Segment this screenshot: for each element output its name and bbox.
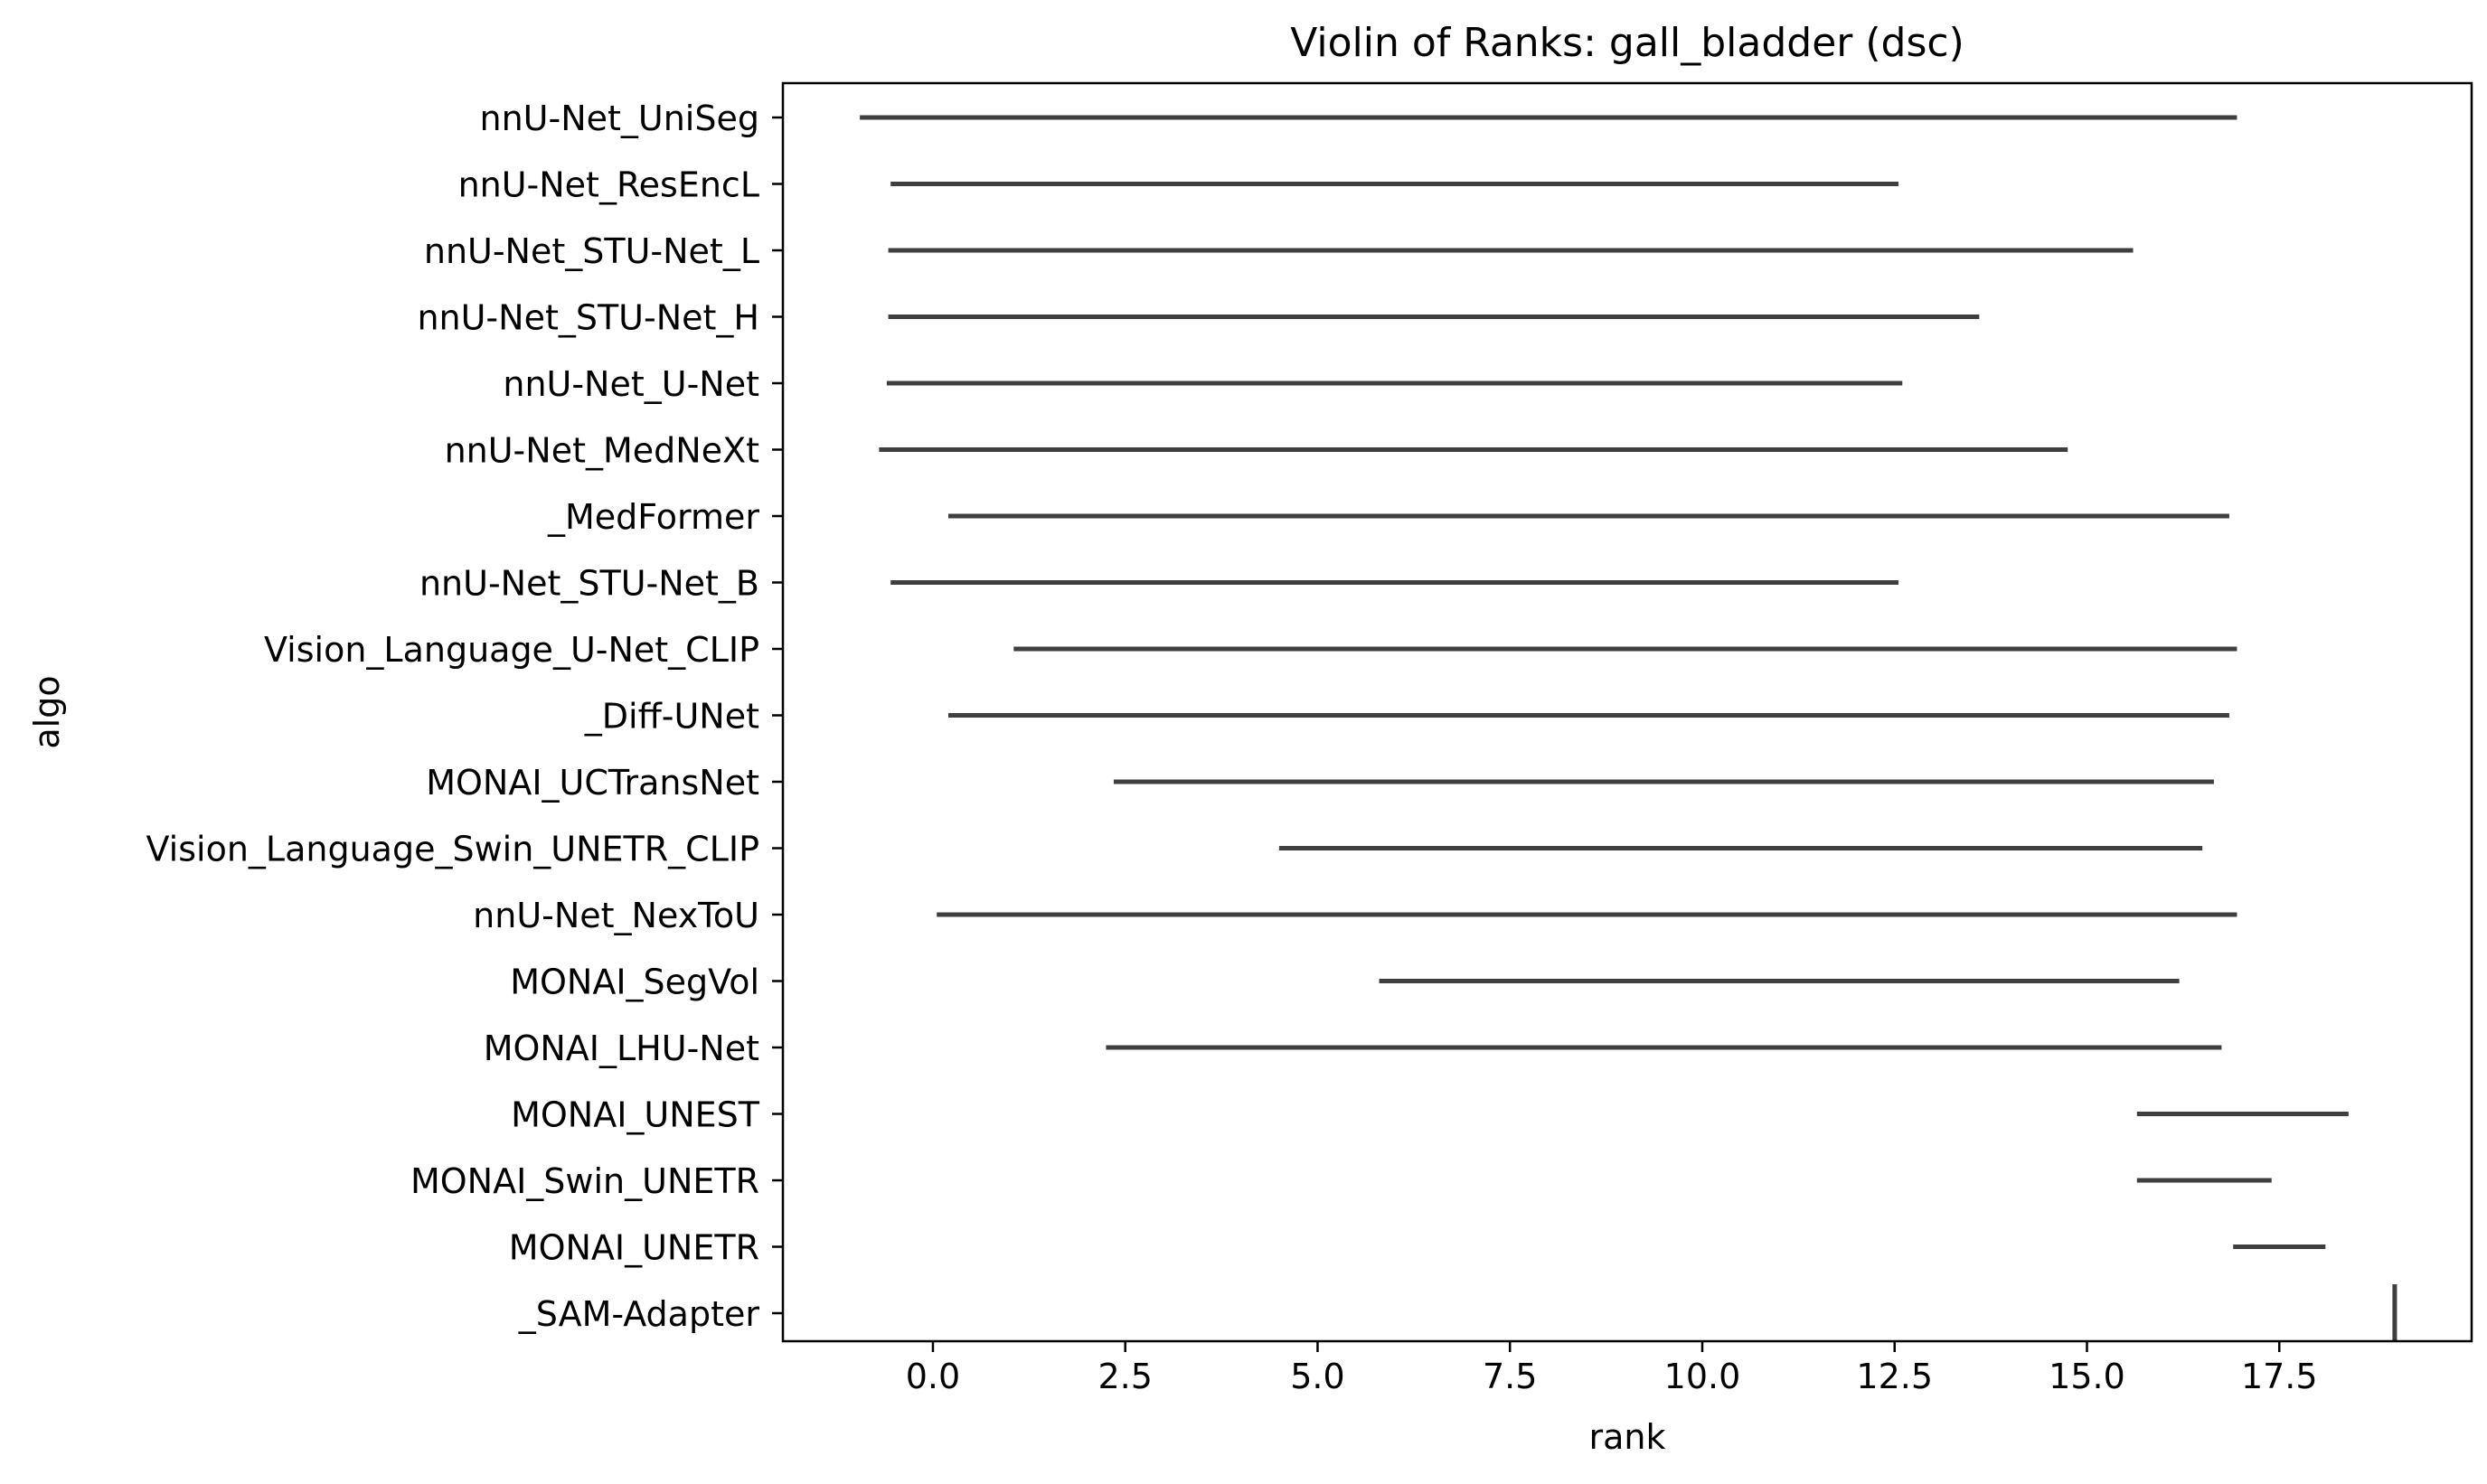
y-tick-label: _Diff-UNet [584, 697, 759, 737]
x-axis: 0.0 2.5 5.0 7.5 10.0 12.5 15.0 17.5 [906, 1341, 2318, 1396]
x-tick-label: 2.5 [1097, 1357, 1152, 1396]
y-tick-label: Vision_Language_Swin_UNETR_CLIP [146, 830, 759, 869]
y-tick-label: MONAI_LHU-Net [484, 1028, 759, 1068]
x-tick-label: 10.0 [1664, 1357, 1741, 1396]
violin-marks [860, 115, 2398, 1342]
x-tick-label: 5.0 [1290, 1357, 1344, 1396]
y-axis: nnU-Net_UniSeg nnU-Net_ResEncL nnU-Net_STU… [146, 99, 783, 1334]
y-tick-label: _SAM-Adapter [518, 1294, 760, 1334]
x-tick-label: 7.5 [1483, 1357, 1537, 1396]
y-tick-label: nnU-Net_STU-Net_B [419, 564, 759, 604]
plot-frame [781, 81, 2473, 1343]
y-tick-label: nnU-Net_MedNeXt [445, 431, 759, 471]
y-tick-label: MONAI_UCTransNet [426, 763, 759, 803]
y-tick-label: nnU-Net_STU-Net_L [424, 231, 759, 271]
x-axis-label: rank [1589, 1417, 1666, 1457]
x-tick-label: 15.0 [2049, 1357, 2125, 1396]
y-tick-label: _MedFormer [547, 497, 759, 537]
y-tick-label: nnU-Net_ResEncL [458, 165, 759, 205]
y-tick-label: MONAI_SegVol [510, 963, 759, 1002]
x-tick-label: 0.0 [906, 1357, 960, 1396]
y-tick-label: Vision_Language_U-Net_CLIP [264, 630, 759, 670]
y-tick-label: nnU-Net_NexToU [473, 896, 759, 935]
y-tick-label: MONAI_UNEST [511, 1095, 760, 1135]
y-tick-label: MONAI_UNETR [509, 1228, 759, 1268]
y-tick-label: MONAI_Swin_UNETR [410, 1161, 759, 1201]
x-tick-label: 17.5 [2241, 1357, 2318, 1396]
y-tick-label: nnU-Net_UniSeg [480, 99, 759, 138]
y-axis-label: algo [27, 675, 67, 748]
chart-title: Violin of Ranks: gall_bladder (dsc) [1290, 20, 1964, 66]
x-tick-label: 12.5 [1856, 1357, 1933, 1396]
y-tick-label: nnU-Net_U-Net [503, 364, 759, 404]
y-tick-label: nnU-Net_STU-Net_H [417, 298, 759, 338]
